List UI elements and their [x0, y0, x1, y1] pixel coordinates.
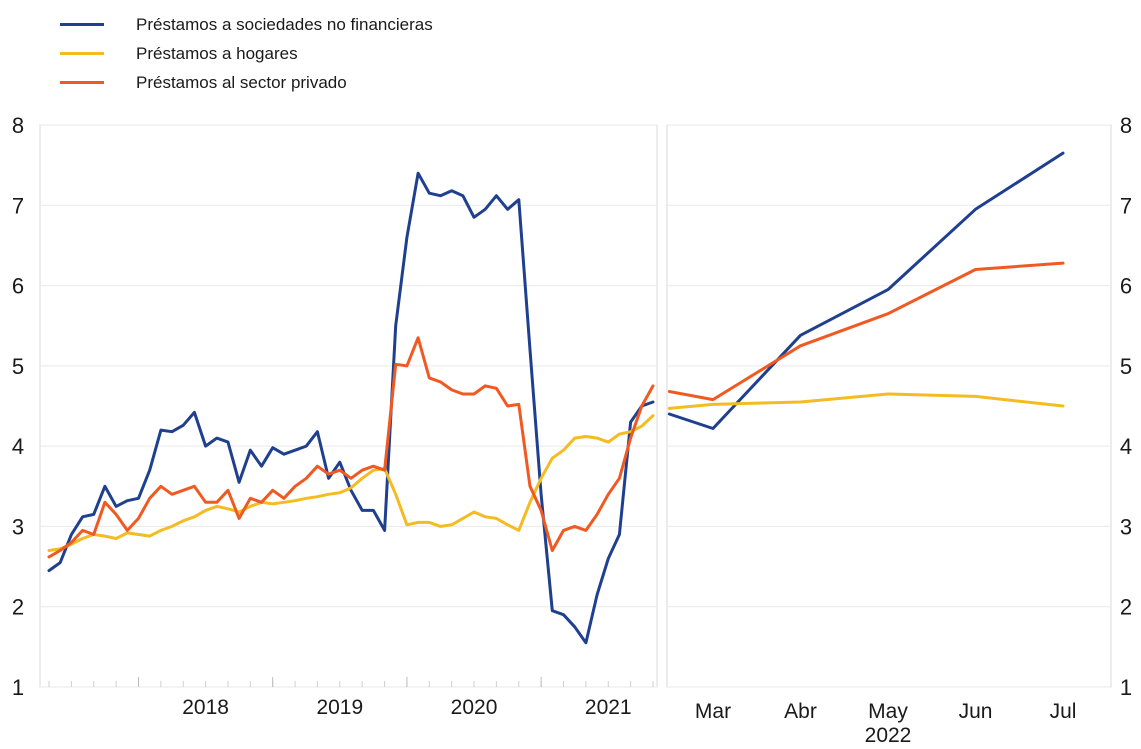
- right-x-tick-label: May: [868, 700, 908, 723]
- right-y-tick-label: 8: [1120, 113, 1132, 138]
- left-y-tick-label: 8: [12, 113, 24, 138]
- right-series-line-2: [667, 261, 1065, 402]
- right-y-tick-label: 2: [1120, 595, 1132, 620]
- right-x-year-label: 2022: [865, 724, 912, 747]
- left-x-tick-label: 2021: [585, 696, 632, 719]
- right-plot-frame: [666, 124, 1112, 688]
- left-plot-frame: [39, 124, 658, 688]
- right-y-tick-label: 7: [1120, 193, 1132, 218]
- right-chart-panel: Mar Abr May Jun Jul 2022: [666, 124, 1112, 747]
- right-y-axis: 1 2 3 4 5 6 7 8: [1120, 113, 1132, 700]
- right-series-line-0: [667, 151, 1065, 430]
- right-y-tick-label: 6: [1120, 274, 1132, 299]
- left-y-axis: 1 2 3 4 5 6 7 8: [12, 113, 24, 700]
- legend-item-private-sector: Préstamos al sector privado: [60, 68, 433, 97]
- left-y-tick-label: 7: [12, 193, 24, 218]
- right-y-tick-label: 3: [1120, 514, 1132, 539]
- legend-item-nfc: Préstamos a sociedades no financieras: [60, 10, 433, 39]
- left-series-line-2: [47, 336, 655, 559]
- legend-swatch-private-sector: [60, 81, 104, 84]
- right-x-tick-label: Mar: [695, 700, 731, 723]
- legend-label-households: Préstamos a hogares: [136, 43, 298, 63]
- left-y-tick-label: 3: [12, 514, 24, 539]
- left-y-tick-label: 4: [12, 434, 24, 459]
- right-y-tick-label: 1: [1120, 675, 1132, 700]
- left-series-line-1: [47, 414, 655, 552]
- left-x-tick-label: 2019: [316, 696, 363, 719]
- left-y-tick-label: 6: [12, 274, 24, 299]
- left-x-tick-label: 2020: [451, 696, 498, 719]
- right-x-tick-label: Abr: [784, 700, 817, 723]
- left-y-tick-label: 1: [12, 675, 24, 700]
- legend-swatch-nfc: [60, 23, 104, 26]
- left-chart-panel: 2018 2019 2020 2021: [39, 124, 658, 719]
- legend-item-households: Préstamos a hogares: [60, 39, 433, 68]
- left-series-line-0: [47, 171, 655, 645]
- right-x-tick-label: Jun: [959, 700, 993, 723]
- legend-label-private-sector: Préstamos al sector privado: [136, 72, 347, 92]
- legend-swatch-households: [60, 52, 104, 55]
- right-y-tick-label: 5: [1120, 354, 1132, 379]
- right-x-tick-label: Jul: [1050, 700, 1077, 723]
- legend: Préstamos a sociedades no financieras Pr…: [60, 10, 433, 97]
- right-y-tick-label: 4: [1120, 434, 1132, 459]
- right-series-line-1: [667, 392, 1065, 410]
- left-x-tick-label: 2018: [182, 696, 229, 719]
- legend-label-nfc: Préstamos a sociedades no financieras: [136, 14, 433, 34]
- left-y-tick-label: 2: [12, 595, 24, 620]
- left-y-tick-label: 5: [12, 354, 24, 379]
